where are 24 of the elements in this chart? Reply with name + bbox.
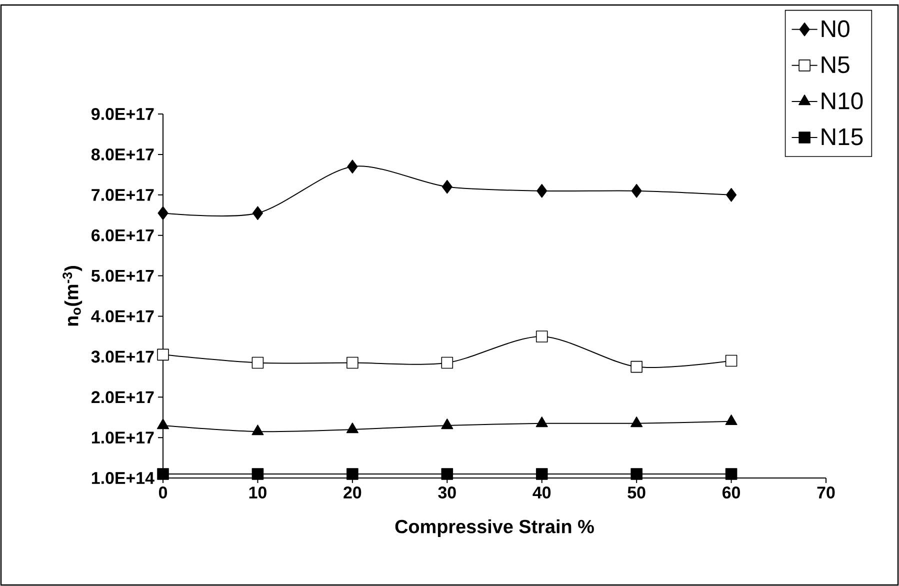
y-tick-label: 9.0E+17 xyxy=(92,108,154,120)
x-tick-label: 50 xyxy=(628,486,646,499)
y-tick-label: 7.0E+17 xyxy=(92,188,154,201)
y-tick-label: 4.0E+17 xyxy=(91,310,154,322)
y-tick-label: 1.0E+14 xyxy=(92,472,154,484)
legend-label: N15 xyxy=(822,128,863,146)
x-tick-label: 20 xyxy=(344,486,362,499)
x-tick-label: 60 xyxy=(722,486,740,499)
y-tick-label: 6.0E+17 xyxy=(92,229,154,242)
y-tick-label: 3.0E+17 xyxy=(91,350,154,363)
x-tick-label: 40 xyxy=(532,486,551,499)
x-tick-label: 30 xyxy=(438,486,456,499)
y-tick-label: 8.0E+17 xyxy=(91,148,154,160)
x-tick-label: 0 xyxy=(158,486,168,499)
x-axis-title: Compressive Strain % xyxy=(395,519,594,538)
y-tick-label: 5.0E+17 xyxy=(91,270,154,282)
y-tick-label: 1.0E+17 xyxy=(92,432,154,444)
legend-label: N5 xyxy=(822,56,850,74)
legend-label: N10 xyxy=(822,92,863,110)
x-tick-label: 70 xyxy=(817,486,835,499)
legend-label: N0 xyxy=(822,20,850,38)
y-axis-title: n$_{o}$(m$^{-3}$) xyxy=(62,266,82,326)
x-tick-label: 10 xyxy=(249,486,266,499)
y-tick-label: 2.0E+17 xyxy=(92,391,154,404)
